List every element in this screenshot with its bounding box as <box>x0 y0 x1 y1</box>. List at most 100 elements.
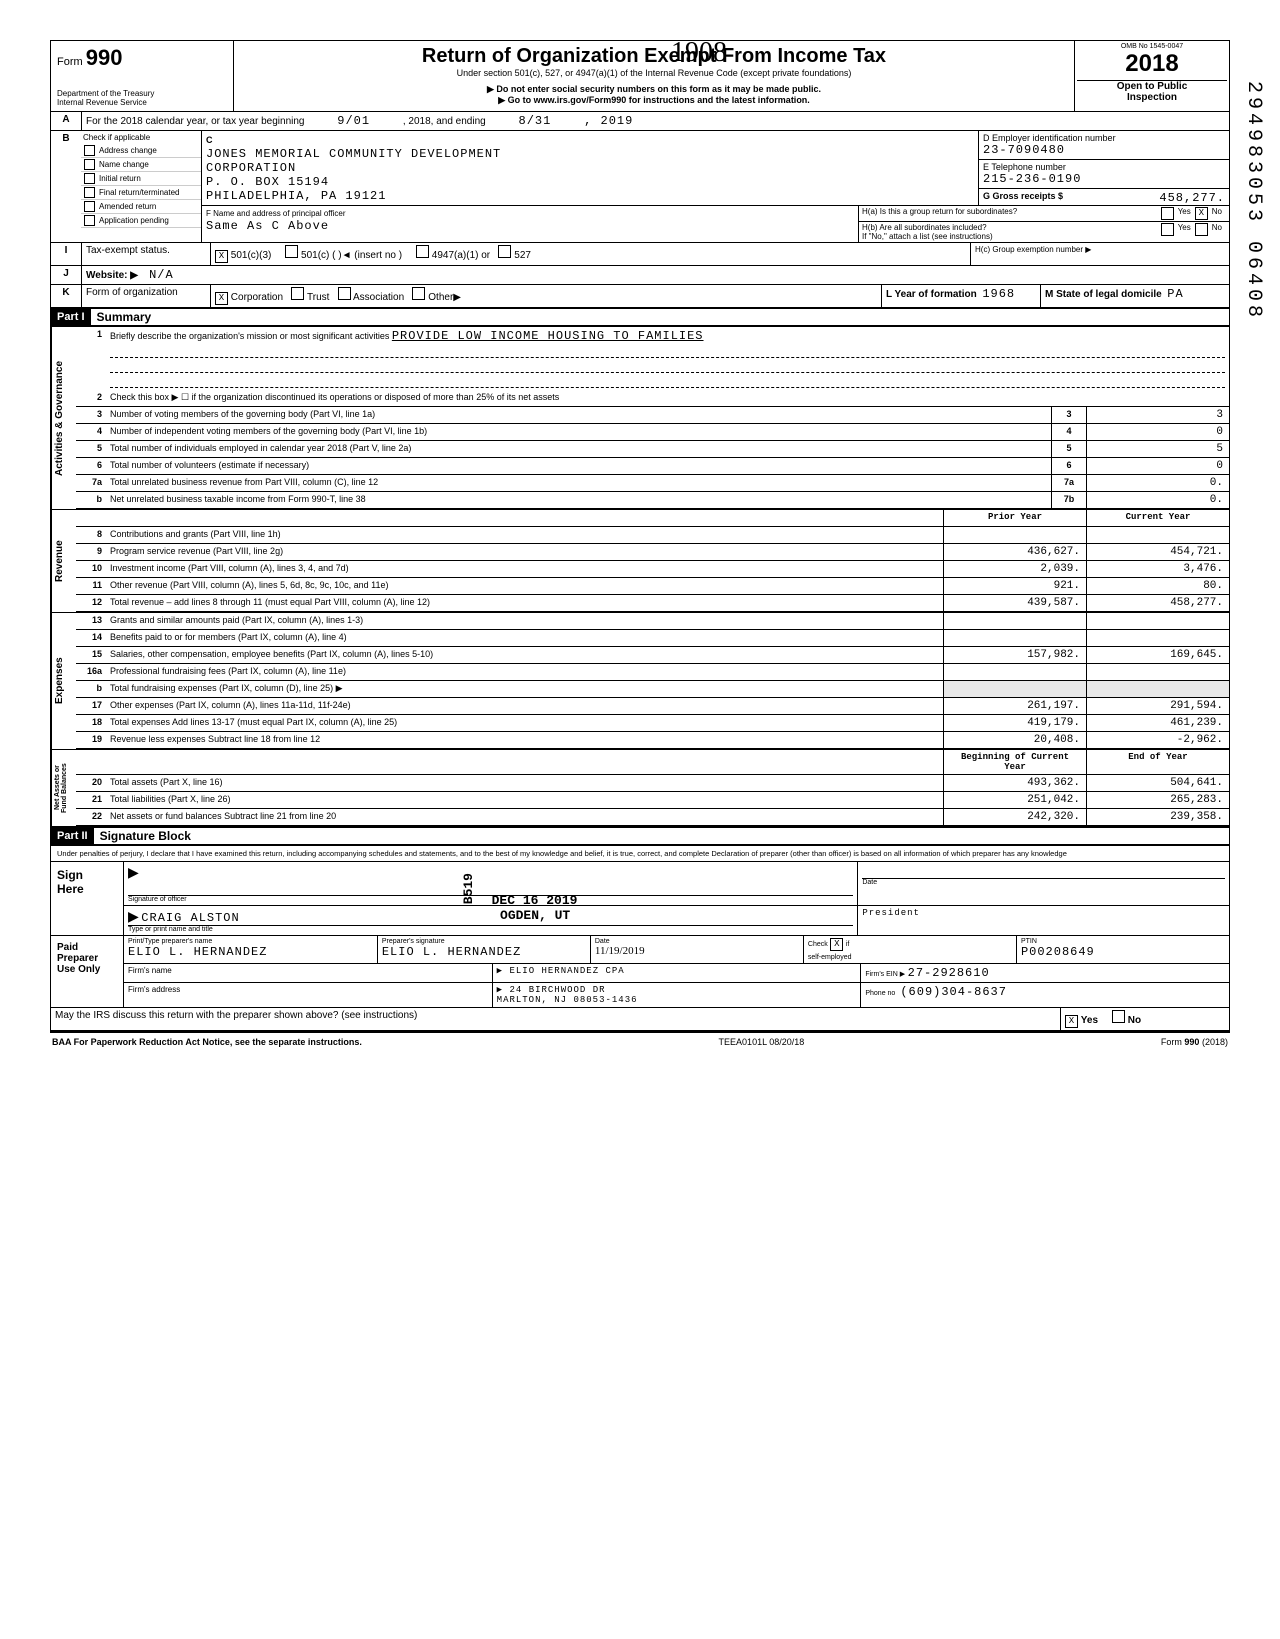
exp-prior: 419,179. <box>943 715 1086 731</box>
label-m: M State of legal domicile <box>1045 289 1162 300</box>
hb-yes-box[interactable] <box>1161 223 1174 236</box>
expenses-section: Expenses 13 Grants and similar amounts p… <box>51 613 1229 750</box>
exp-text: Total fundraising expenses (Part IX, col… <box>106 681 943 697</box>
self-employed-box[interactable]: X <box>830 938 843 951</box>
preparer-sig-label: Preparer's signature <box>382 938 586 945</box>
gov-line-4: 4 Number of independent voting members o… <box>76 424 1229 441</box>
gov-num: b <box>76 492 106 508</box>
ptin-label: PTIN <box>1021 938 1225 945</box>
stamp-b519: B519 <box>461 873 476 904</box>
discuss-yes: Yes <box>1081 1015 1098 1026</box>
row-k: K Form of organization X Corporation Tru… <box>51 285 1229 309</box>
arrow-icon-2: ▶ <box>128 908 139 924</box>
firm-name: ▶ ELIO HERNANDEZ CPA <box>493 964 862 982</box>
501c-box[interactable] <box>285 245 298 258</box>
discuss-text: May the IRS discuss this return with the… <box>51 1008 1060 1030</box>
net-text: Total liabilities (Part X, line 26) <box>106 792 943 808</box>
col-begin-year: Beginning of Current Year <box>943 750 1086 774</box>
check-amended[interactable]: Amended return <box>81 200 201 214</box>
tab-revenue: Revenue <box>51 510 76 612</box>
firm-addr-1: ▶ 24 BIRCHWOOD DR <box>497 985 606 995</box>
501c3-box[interactable]: X <box>215 250 228 263</box>
corp-box[interactable]: X <box>215 292 228 305</box>
gov-val: 0. <box>1086 492 1229 508</box>
gov-text: Number of voting members of the governin… <box>106 407 1051 423</box>
part1-header: Part I Summary <box>51 309 1229 327</box>
label-g: G Gross receipts $ <box>983 191 1063 201</box>
gov-val: 5 <box>1086 441 1229 457</box>
part2-title: Signature Block <box>94 829 191 843</box>
gov-box: 7a <box>1051 475 1086 491</box>
527-box[interactable] <box>498 245 511 258</box>
exp-text: Benefits paid to or for members (Part IX… <box>106 630 943 646</box>
assoc-box[interactable] <box>338 287 351 300</box>
website-label: Website: ▶ <box>86 270 138 281</box>
line-2-num: 2 <box>76 390 106 406</box>
exp-text: Other expenses (Part IX, column (A), lin… <box>106 698 943 714</box>
note-ssn: ▶ Do not enter social security numbers o… <box>240 84 1068 95</box>
org-name-2: CORPORATION <box>206 161 296 175</box>
check-final-return[interactable]: Final return/terminated <box>81 186 201 200</box>
rev-text: Contributions and grants (Part VIII, lin… <box>106 527 943 543</box>
gov-line-5: 5 Total number of individuals employed i… <box>76 441 1229 458</box>
line-1-text: Briefly describe the organization's miss… <box>110 331 389 341</box>
open-public: Open to Public Inspection <box>1077 81 1227 103</box>
gov-num: 6 <box>76 458 106 474</box>
activities-governance: Activities & Governance 1 Briefly descri… <box>51 327 1229 510</box>
ein-value: 23-7090480 <box>983 143 1065 157</box>
preparer-date-label: Date <box>595 938 799 945</box>
check-initial-return[interactable]: Initial return <box>81 172 201 186</box>
form-number: 990 <box>86 45 123 70</box>
rev-prior: 921. <box>943 578 1086 594</box>
exp-prior <box>943 630 1086 646</box>
501c-label: 501(c) ( <box>301 250 335 261</box>
paid-preparer-label: Paid Preparer Use Only <box>51 936 124 1007</box>
phone-value: 215-236-0190 <box>983 172 1081 186</box>
discuss-yes-box[interactable]: X <box>1065 1015 1078 1028</box>
exp-line-15: 15 Salaries, other compensation, employe… <box>76 647 1229 664</box>
ha-yes-box[interactable] <box>1161 207 1174 220</box>
gov-num: 4 <box>76 424 106 440</box>
label-f: F Name and address of principal officer <box>206 209 345 218</box>
exp-num: b <box>76 681 106 697</box>
officer-title: President <box>858 906 1229 935</box>
exp-num: 19 <box>76 732 106 748</box>
hb-no: No <box>1212 223 1222 241</box>
exp-current: 169,645. <box>1086 647 1229 663</box>
exp-current: -2,962. <box>1086 732 1229 748</box>
other-box[interactable] <box>412 287 425 300</box>
omb-number: OMB No 1545-0047 <box>1077 43 1227 50</box>
arrow-icon: ▶ <box>128 864 139 880</box>
rev-current <box>1086 527 1229 543</box>
check-name-change[interactable]: Name change <box>81 158 201 172</box>
exp-text: Salaries, other compensation, employee b… <box>106 647 943 663</box>
firm-ein: 27-2928610 <box>908 966 990 980</box>
gov-text: Net unrelated business taxable income fr… <box>106 492 1051 508</box>
check-address-change[interactable]: Address change <box>81 144 201 158</box>
net-num: 21 <box>76 792 106 808</box>
hb-no-box[interactable] <box>1195 223 1208 236</box>
label-j: J <box>51 266 82 284</box>
dept-treasury: Department of the Treasury Internal Reve… <box>57 89 227 107</box>
corp-label: Corporation <box>231 292 283 303</box>
footer-right: Form 990 (2018) <box>1161 1037 1228 1047</box>
tab-governance: Activities & Governance <box>51 327 76 509</box>
gov-line-b: b Net unrelated business taxable income … <box>76 492 1229 509</box>
gov-box: 5 <box>1051 441 1086 457</box>
trust-box[interactable] <box>291 287 304 300</box>
firm-ein-label: Firm's EIN ▶ <box>865 971 905 978</box>
gov-line-3: 3 Number of voting members of the govern… <box>76 407 1229 424</box>
check-application-pending[interactable]: Application pending <box>81 214 201 228</box>
firm-phone: (609)304-8637 <box>900 985 1007 999</box>
label-k: K <box>51 285 82 307</box>
net-begin: 242,320. <box>943 809 1086 825</box>
preparer-print-name: ELIO L. HERNANDEZ <box>128 945 267 959</box>
discuss-no-box[interactable] <box>1112 1010 1125 1023</box>
4947-box[interactable] <box>416 245 429 258</box>
rev-current: 3,476. <box>1086 561 1229 577</box>
state-domicile: PA <box>1167 287 1183 301</box>
ha-no-box[interactable]: X <box>1195 207 1208 220</box>
net-line-22: 22 Net assets or fund balances Subtract … <box>76 809 1229 826</box>
col-prior-year: Prior Year <box>943 510 1086 526</box>
sign-here-block: Sign Here ▶ Signature of officer Date ▶ … <box>51 862 1229 936</box>
